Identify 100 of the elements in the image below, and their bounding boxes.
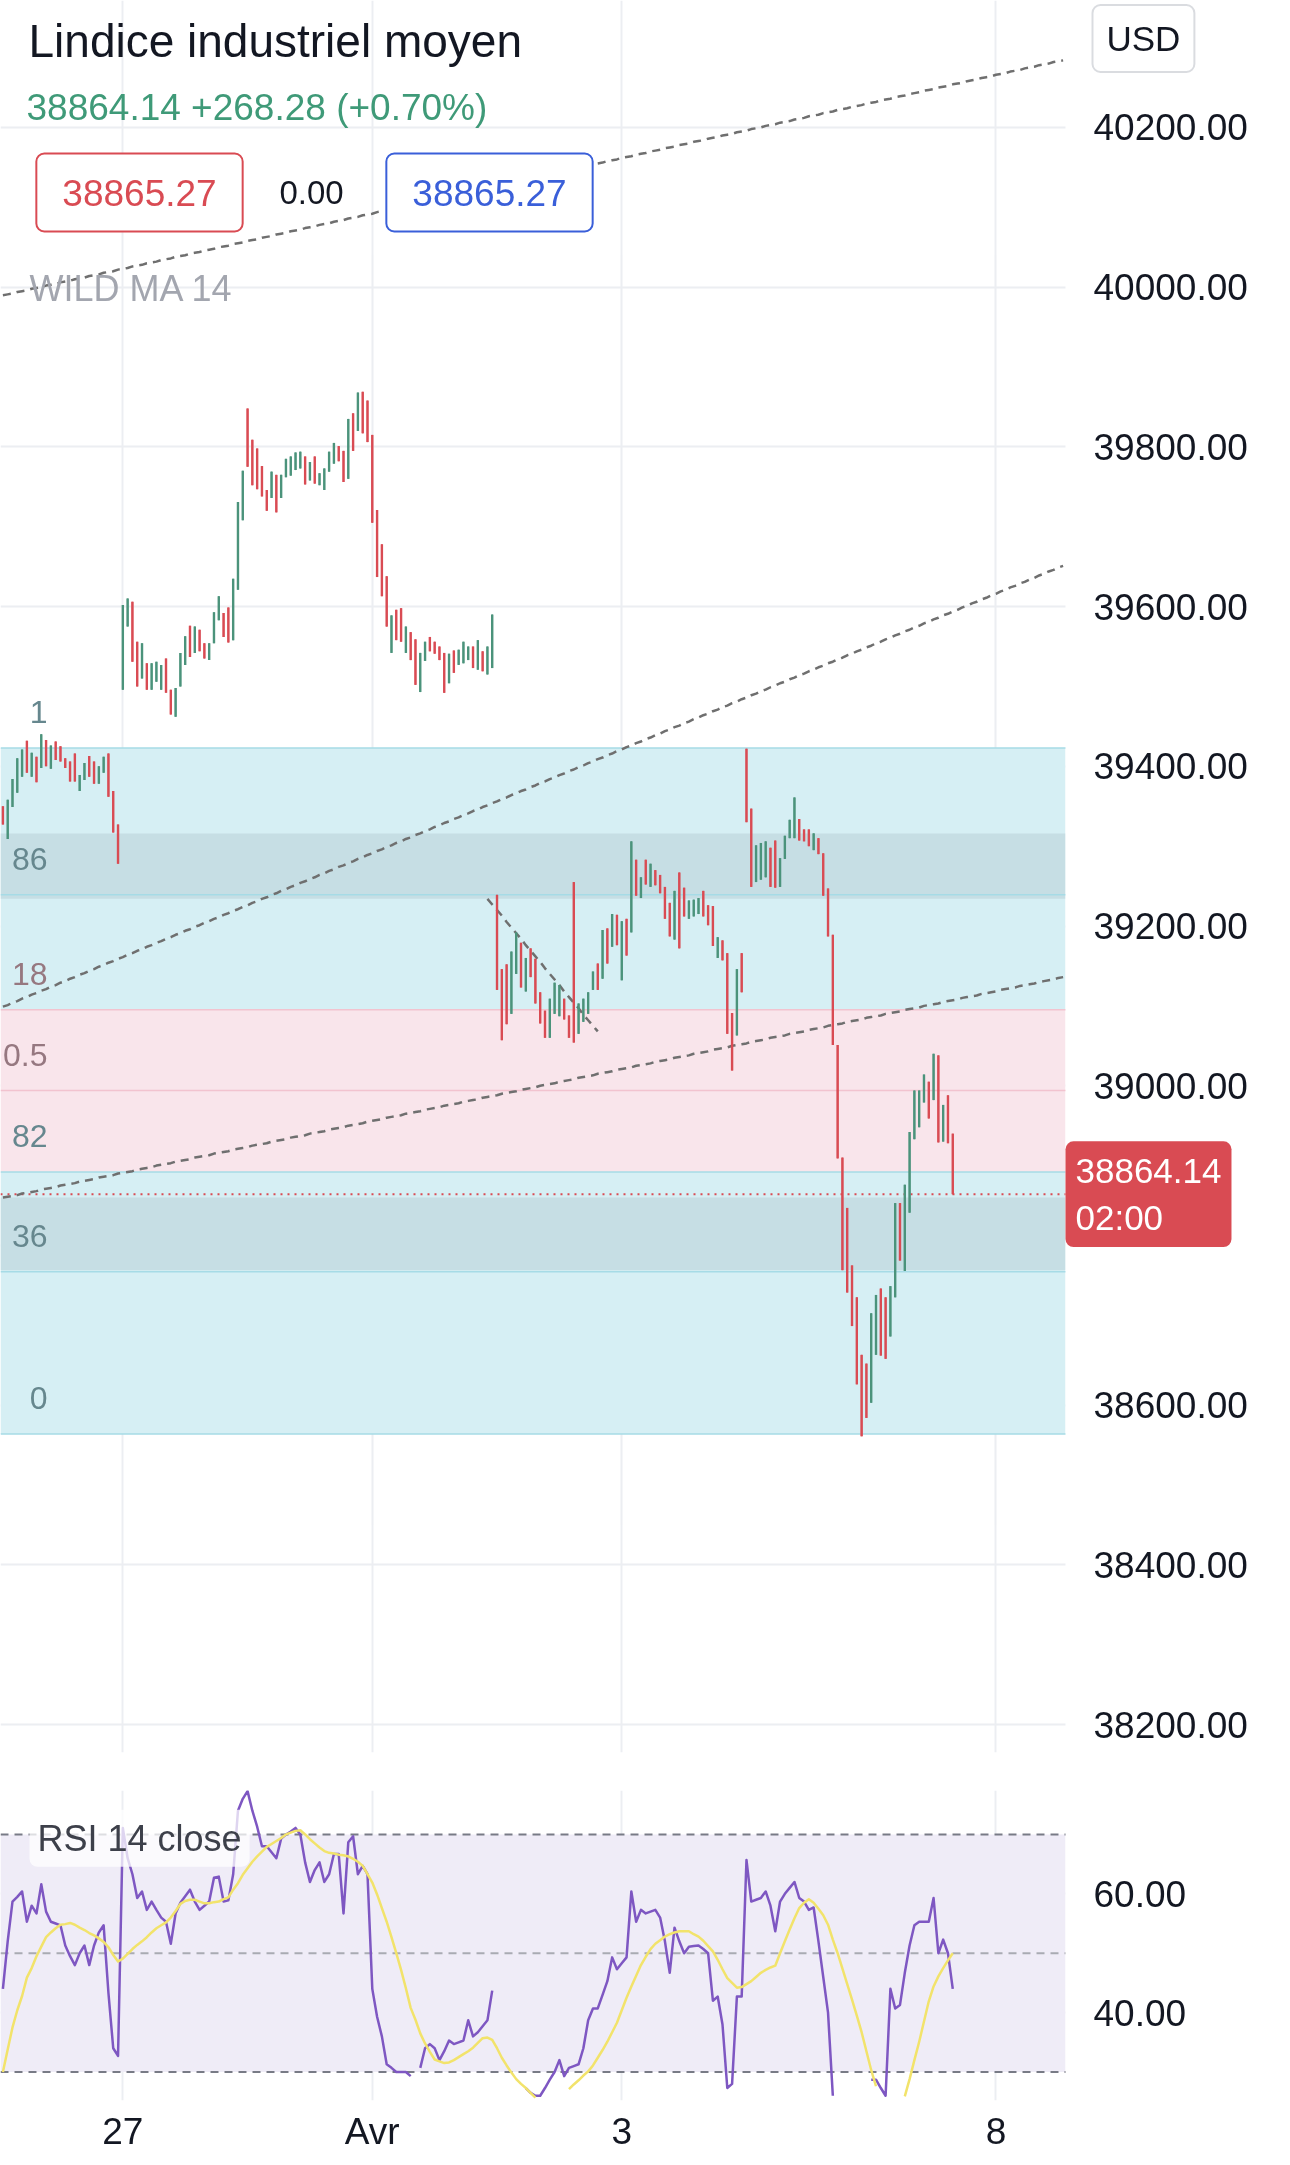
candlestick — [745, 747, 748, 823]
annotation: WILD MA 14 — [29, 268, 232, 309]
y-tick-label: 38400.00 — [1093, 1544, 1248, 1586]
candlestick — [764, 840, 767, 879]
candlestick — [505, 963, 508, 1025]
candlestick — [721, 939, 724, 962]
candlestick — [793, 796, 796, 839]
annotation: 82 — [11, 1117, 48, 1154]
candlestick — [860, 1354, 863, 1438]
annotation: 1 — [29, 693, 48, 730]
candlestick — [654, 869, 657, 887]
y-tick-label: 39600.00 — [1093, 586, 1248, 628]
candlestick — [817, 837, 820, 855]
candlestick — [438, 645, 441, 661]
candlestick — [510, 950, 513, 1015]
candlestick — [462, 640, 465, 665]
candlestick — [131, 601, 134, 663]
candlestick — [865, 1362, 868, 1419]
candlestick — [625, 918, 628, 957]
candlestick — [678, 871, 681, 950]
candlestick — [769, 847, 772, 888]
candlestick — [155, 660, 158, 683]
candlestick — [582, 997, 585, 1023]
candlestick — [697, 897, 700, 915]
y-tick-label: 39400.00 — [1093, 746, 1248, 788]
annotation: 0.00 — [279, 174, 344, 211]
candlestick — [174, 687, 177, 718]
candlestick — [414, 638, 417, 686]
candlestick — [323, 467, 326, 491]
x-tick-label: Avr — [344, 2110, 400, 2152]
candlestick — [318, 472, 321, 486]
candlestick — [390, 614, 393, 654]
candlestick — [294, 451, 297, 471]
candlestick — [673, 890, 676, 941]
text: USD — [1106, 19, 1181, 58]
candlestick — [126, 597, 129, 628]
candlestick — [395, 609, 398, 641]
x-tick-label: 3 — [611, 2110, 633, 2152]
candlestick — [11, 778, 14, 808]
candlestick — [812, 832, 815, 851]
text: 38864.14 +268.28 (+0.70%) — [26, 87, 488, 128]
candlestick — [932, 1053, 935, 1101]
candlestick — [347, 418, 350, 480]
annotation: 0 — [29, 1379, 48, 1416]
line-series — [486, 897, 600, 1033]
y-tick-label: 40200.00 — [1093, 107, 1248, 149]
text: RSI 14 close — [37, 1817, 242, 1859]
candlestick — [179, 652, 182, 688]
annotation: 86 — [11, 840, 48, 877]
candlestick — [937, 1054, 940, 1144]
annotation: 38865.27 — [62, 172, 217, 214]
chart-title: Lindice industriel moyen — [28, 14, 522, 67]
y-tick-label: 39200.00 — [1093, 906, 1248, 948]
y-tick-label: 60.00 — [1093, 1873, 1187, 1915]
candlestick — [913, 1089, 916, 1140]
candlestick — [102, 755, 105, 774]
candlestick — [83, 762, 86, 781]
y-tick-label: 39800.00 — [1093, 426, 1248, 468]
y-tick-label: 38200.00 — [1093, 1704, 1248, 1746]
candlestick — [553, 981, 556, 1015]
candlestick — [577, 1002, 580, 1035]
candlestick — [54, 740, 57, 761]
annotation: 36 — [11, 1217, 48, 1254]
candlestick — [558, 984, 561, 1017]
candlestick — [222, 612, 225, 638]
candlestick — [606, 927, 609, 965]
annotation: 38865.27 — [412, 172, 567, 214]
candlestick — [457, 648, 460, 666]
candlestick — [198, 629, 201, 653]
candlestick — [908, 1131, 911, 1214]
y-tick-label: 40.00 — [1093, 1992, 1187, 2034]
candlestick — [251, 438, 254, 486]
candlestick — [740, 952, 743, 994]
candlestick — [836, 1044, 839, 1160]
candlestick — [35, 755, 38, 784]
candlestick — [203, 642, 206, 660]
x-tick-label: 8 — [985, 2110, 1007, 2152]
candlestick — [601, 929, 604, 980]
candlestick — [270, 470, 273, 499]
candlestick — [275, 474, 278, 514]
candlestick — [342, 450, 345, 483]
candlestick — [433, 640, 436, 655]
line-series — [1, 564, 1065, 1008]
y-tick-label: 38600.00 — [1093, 1385, 1248, 1427]
candlestick — [30, 751, 33, 778]
candlestick — [716, 936, 719, 959]
candlestick — [385, 575, 388, 628]
candlestick — [409, 631, 412, 661]
candlestick — [534, 958, 537, 1005]
candlestick — [529, 947, 532, 978]
candlestick — [107, 752, 110, 798]
y-tick-label: 39000.00 — [1093, 1065, 1248, 1107]
candlestick — [841, 1156, 844, 1271]
candlestick — [366, 399, 369, 443]
candlestick — [59, 745, 62, 763]
annotation: 0.5 — [3, 1036, 48, 1073]
candlestick — [227, 606, 230, 644]
candlestick — [889, 1285, 892, 1338]
candlestick — [788, 819, 791, 839]
annotation: 18 — [11, 955, 48, 992]
